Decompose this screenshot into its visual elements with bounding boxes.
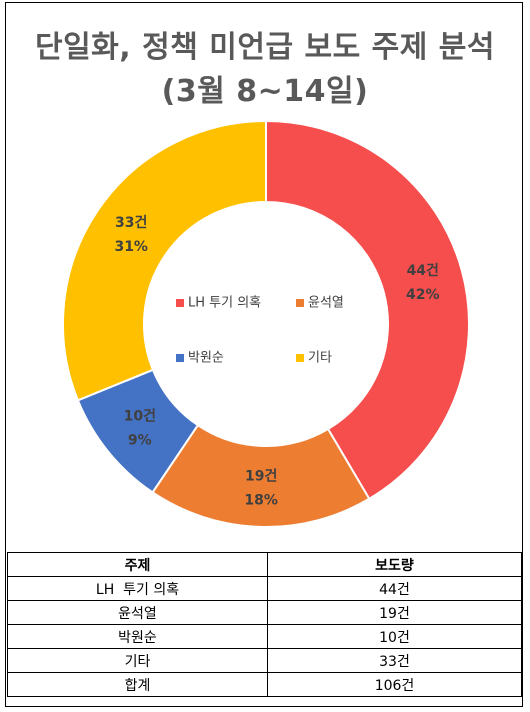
table-cell-topic: 기타 [7, 648, 268, 673]
legend-label-lh: LH 투기 의혹 [188, 296, 261, 311]
table-cell-count: 44건 [267, 576, 522, 601]
table-row-total: 합계 106건 [7, 672, 522, 697]
percent-label-lh: 42% [406, 287, 440, 303]
table-cell-count: 10건 [267, 624, 522, 649]
value-label-park: 10건 [124, 407, 156, 424]
legend-swatch-park [176, 354, 184, 362]
value-label-yoon: 19건 [245, 467, 277, 484]
legend-label-park: 박원순 [188, 351, 224, 366]
legend-label-yoon: 윤석열 [308, 296, 344, 311]
value-label-etc: 33건 [115, 214, 147, 231]
slice-yoon [151, 423, 371, 528]
slice-etc [62, 119, 267, 402]
table-header-row: 주제 보도량 [7, 552, 522, 577]
table-row: LH 투기 의혹 44건 [7, 576, 522, 601]
value-label-lh: 44건 [407, 262, 439, 279]
table-row: 기타 33건 [7, 648, 522, 673]
summary-table: 주제 보도량 LH 투기 의혹 44건 윤석열 19건 박원순 10건 기타 3… [7, 552, 522, 697]
table-cell-count: 19건 [267, 600, 522, 625]
percent-label-park: 9% [128, 432, 152, 448]
table-cell-count: 106건 [267, 672, 522, 697]
table-cell-topic: 윤석열 [7, 600, 268, 625]
table-row: 윤석열 19건 [7, 600, 522, 625]
table-header-topic: 주제 [7, 552, 268, 577]
percent-label-etc: 31% [114, 239, 148, 255]
table-cell-count: 33건 [267, 648, 522, 673]
slice-lh [265, 119, 470, 501]
legend-swatch-lh [176, 299, 184, 307]
chart-title: 단일화, 정책 미언급 보도 주제 분석 [34, 30, 496, 65]
legend-label-etc: 기타 [308, 351, 332, 366]
table-cell-topic: 합계 [7, 672, 268, 697]
table-cell-topic: 박원순 [7, 624, 268, 649]
table-header-count: 보도량 [267, 552, 522, 577]
legend-swatch-yoon [296, 299, 304, 307]
legend-swatch-etc [296, 354, 304, 362]
table-row: 박원순 10건 [7, 624, 522, 649]
chart-subtitle: (3월 8~14일) [161, 74, 369, 109]
percent-label-yoon: 18% [244, 492, 278, 508]
table-cell-topic: LH 투기 의혹 [7, 576, 268, 601]
